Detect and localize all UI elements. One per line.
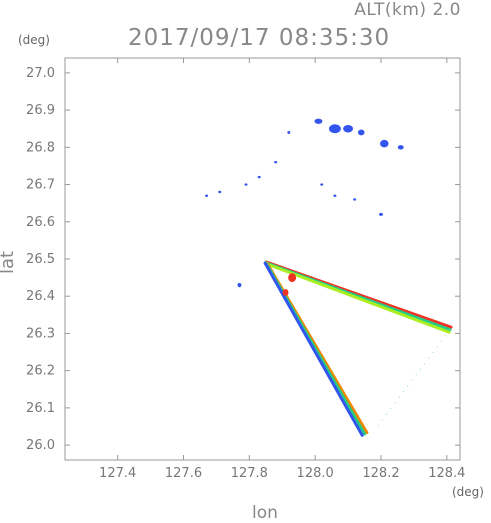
echo-blob — [328, 124, 341, 134]
echo-blob — [397, 145, 404, 150]
y-axis-unit: (deg) — [18, 33, 50, 47]
echo-blob — [218, 190, 222, 194]
plot-frame — [64, 57, 461, 461]
axes: 26.0 26.1 26.2 26.3 26.4 26.5 26.6 26.7 26.8 26.9… — [26, 58, 465, 481]
echo-blob — [205, 194, 209, 197]
echo-band — [264, 262, 451, 334]
y-tick-label: 26.9 — [26, 103, 55, 118]
plot-border — [64, 57, 461, 461]
x-tick-label: 127.6 — [165, 466, 202, 481]
echo-blob — [343, 125, 354, 133]
y-tick-label: 26.6 — [26, 215, 55, 230]
echo-blob — [353, 198, 357, 201]
echo-blob — [287, 130, 291, 134]
y-tick-label: 26.5 — [26, 252, 55, 267]
echo-blob — [274, 161, 278, 164]
echo-blob — [320, 183, 324, 186]
echo-band — [263, 261, 364, 437]
echo-blob — [357, 129, 365, 136]
x-tick-label: 128.4 — [428, 466, 465, 481]
echo-marks — [205, 118, 453, 437]
y-tick-label: 26.4 — [26, 289, 55, 304]
echo-blob — [380, 139, 389, 148]
echo-blob — [244, 183, 248, 186]
echo-blob — [379, 212, 383, 216]
altitude-label: ALT(km) 2.0 — [354, 0, 461, 20]
y-tick-label: 26.1 — [26, 401, 55, 416]
echo-blob — [314, 118, 323, 124]
x-tick-label: 127.4 — [99, 466, 136, 481]
echo-blob — [333, 194, 337, 197]
y-tick-label: 26.7 — [26, 178, 55, 193]
x-axis-unit: (deg) — [452, 485, 484, 499]
chart-timestamp: 2017/09/17 08:35:30 — [128, 25, 391, 51]
x-tick-label: 128.0 — [297, 466, 334, 481]
echo-blob — [282, 289, 289, 296]
x-tick-label: 127.8 — [231, 466, 268, 481]
x-tick-label: 128.2 — [362, 466, 399, 481]
y-tick-label: 26.8 — [26, 140, 55, 155]
echo-blob — [257, 175, 261, 179]
y-tick-label: 27.0 — [26, 66, 55, 81]
echo-blob — [288, 273, 297, 283]
y-tick-label: 26.2 — [26, 364, 55, 379]
x-axis-label: lon — [252, 503, 278, 523]
y-tick-label: 26.3 — [26, 326, 55, 341]
y-tick-label: 26.0 — [26, 438, 55, 453]
echo-blob — [237, 282, 242, 288]
